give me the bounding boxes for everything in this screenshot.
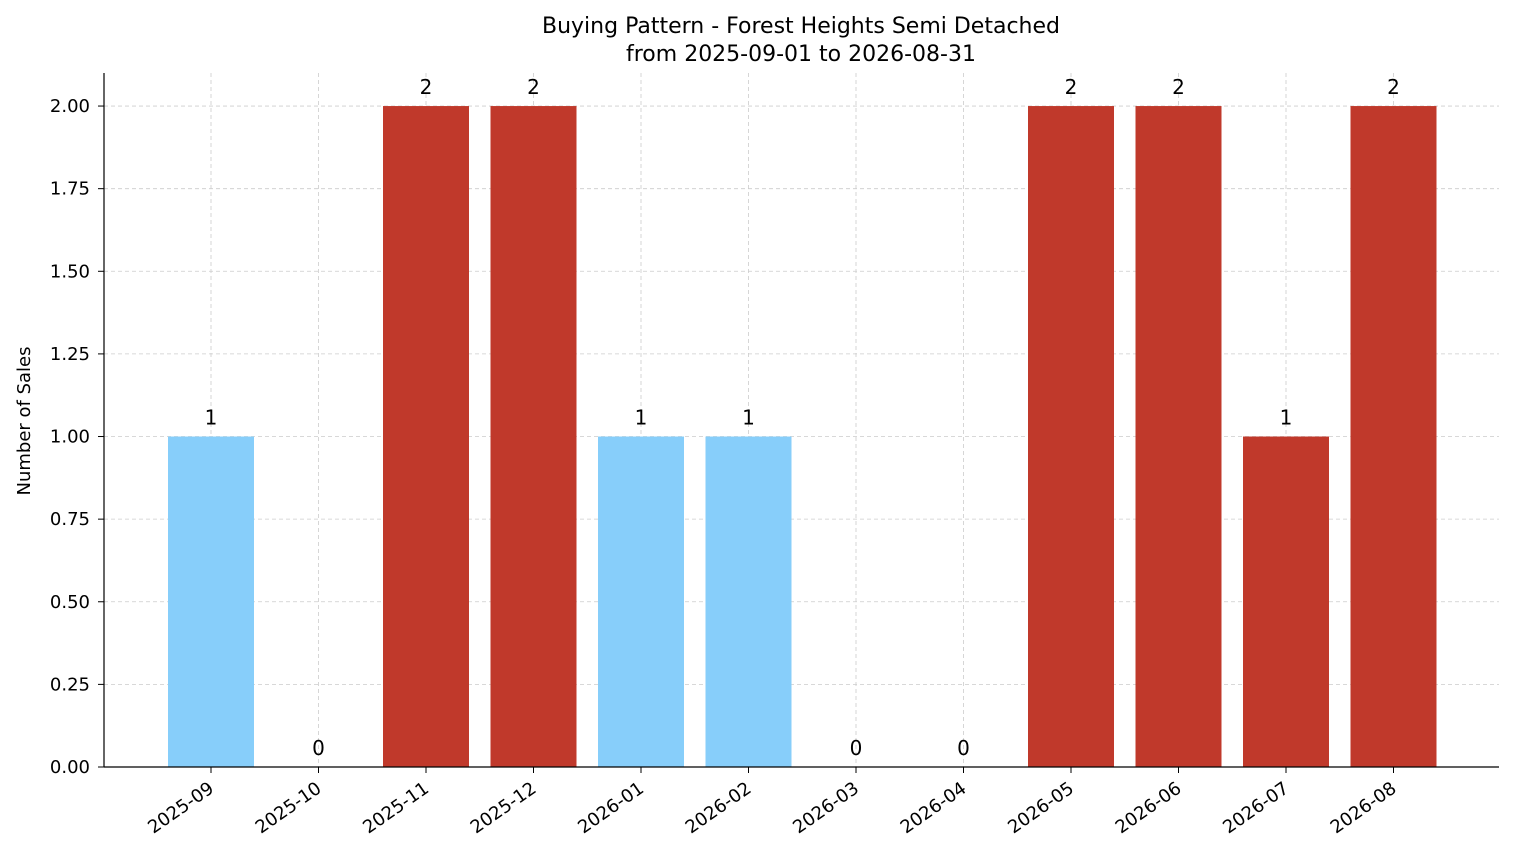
y-tick-label: 1.25 [50,344,90,365]
bar-value-label: 0 [850,736,863,760]
bar-value-label: 1 [205,406,218,430]
bar-2026-02 [705,436,792,767]
bar-2025-09 [168,436,254,767]
bar-2025-12 [490,106,577,768]
x-tick-label: 2026-03 [789,778,863,838]
y-ticks: 0.00 0.25 0.50 0.75 1.00 1.25 1.50 1.75 2.00 [50,96,104,778]
x-tick-label: 2025-12 [467,778,541,838]
x-tick-label: 2026-01 [574,778,648,838]
bar-value-label: 0 [312,736,325,760]
x-tick-label: 2026-07 [1219,778,1293,838]
y-axis-label: Number of Sales [14,346,35,495]
x-tick-label: 2025-09 [144,778,218,838]
bar-2026-05 [1028,106,1114,768]
bar-value-label: 1 [742,406,755,430]
x-tick-label: 2026-02 [682,778,756,838]
bar-2026-08 [1350,106,1437,768]
y-tick-label: 0.75 [50,509,90,530]
y-tick-label: 1.50 [50,261,90,282]
bar-value-label: 2 [527,75,540,99]
bar-value-labels: 1 0 2 2 1 1 0 0 2 2 1 2 [205,75,1400,760]
chart-title: Buying Pattern - Forest Heights Semi Det… [542,14,1060,39]
y-tick-label: 2.00 [50,96,90,117]
x-tick-label: 2025-10 [252,778,326,838]
bar-value-label: 1 [1280,406,1293,430]
chart-subtitle: from 2025-09-01 to 2026-08-31 [626,42,976,67]
bar-value-label: 1 [635,406,648,430]
bar-2025-11 [383,106,469,768]
bar-2026-07 [1243,436,1329,767]
bar-value-label: 2 [1065,75,1078,99]
bar-value-label: 0 [957,736,970,760]
bar-2026-06 [1135,106,1222,768]
x-tick-label: 2025-11 [359,778,433,838]
y-tick-label: 1.00 [50,427,90,448]
bar-value-label: 2 [1172,75,1185,99]
x-tick-label: 2026-06 [1112,778,1186,838]
bars [168,106,1437,768]
y-tick-label: 0.50 [50,592,90,613]
x-ticks: 2025-09 2025-10 2025-11 2025-12 2026-01 2026-… [144,767,1400,838]
bar-2026-01 [598,436,684,767]
bar-value-label: 2 [420,75,433,99]
x-tick-label: 2026-08 [1327,778,1401,838]
y-tick-label: 1.75 [50,179,90,200]
bar-value-label: 2 [1387,75,1400,99]
y-tick-label: 0.25 [50,674,90,695]
y-tick-label: 0.00 [50,757,90,778]
x-tick-label: 2026-04 [897,778,971,838]
x-tick-label: 2026-05 [1004,778,1078,838]
